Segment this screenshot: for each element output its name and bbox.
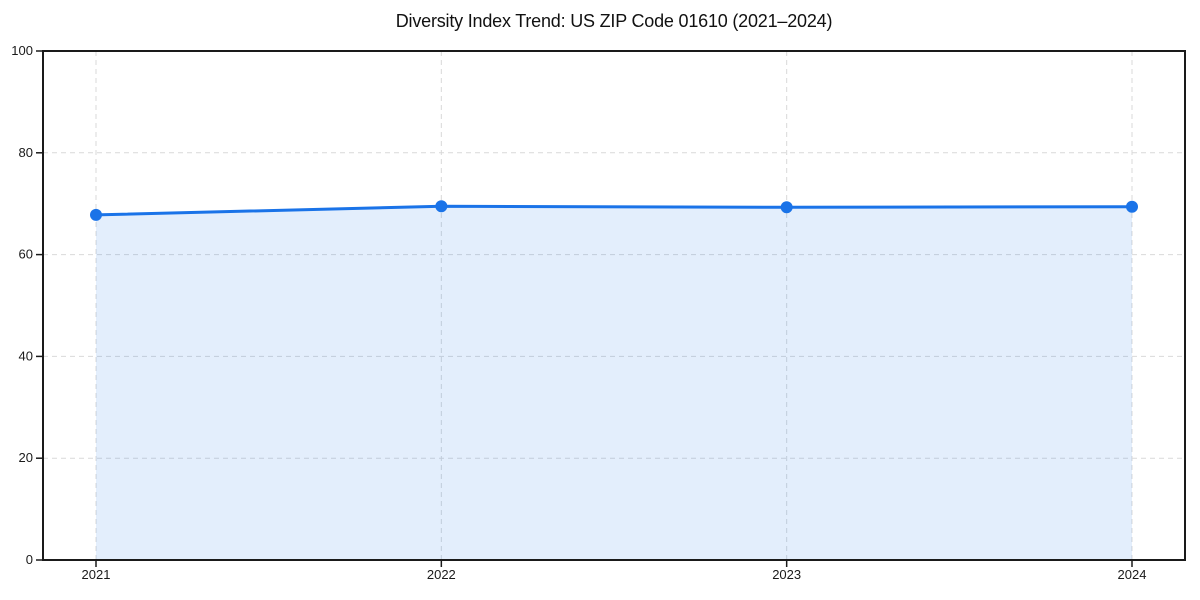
x-axis: 2021 2022 2023 2024	[82, 560, 1147, 582]
y-axis: 0 20 40 60 80 100	[11, 43, 43, 567]
area-fill	[96, 206, 1132, 560]
x-tick-label-2021: 2021	[82, 567, 111, 582]
gridlines	[43, 51, 1185, 560]
y-tick-label-60: 60	[19, 247, 33, 262]
plot-border	[42, 50, 1186, 561]
data-point-2021	[90, 208, 102, 221]
data-point-2023	[780, 201, 793, 214]
x-tick-label-2024: 2024	[1118, 567, 1147, 582]
x-tick-label-2022: 2022	[427, 567, 456, 582]
y-tick-label-0: 0	[26, 552, 33, 567]
y-tick-label-80: 80	[19, 145, 33, 160]
x-tick-label-2023: 2023	[772, 567, 801, 582]
data-point-2022	[435, 200, 448, 213]
y-tick-label-100: 100	[11, 43, 33, 58]
chart-title: Diversity Index Trend: US ZIP Code 01610…	[395, 11, 833, 31]
trend-line	[94, 204, 1134, 217]
data-point-2024	[1126, 200, 1138, 213]
y-tick-label-40: 40	[19, 348, 33, 363]
y-tick-label-20: 20	[19, 450, 33, 465]
